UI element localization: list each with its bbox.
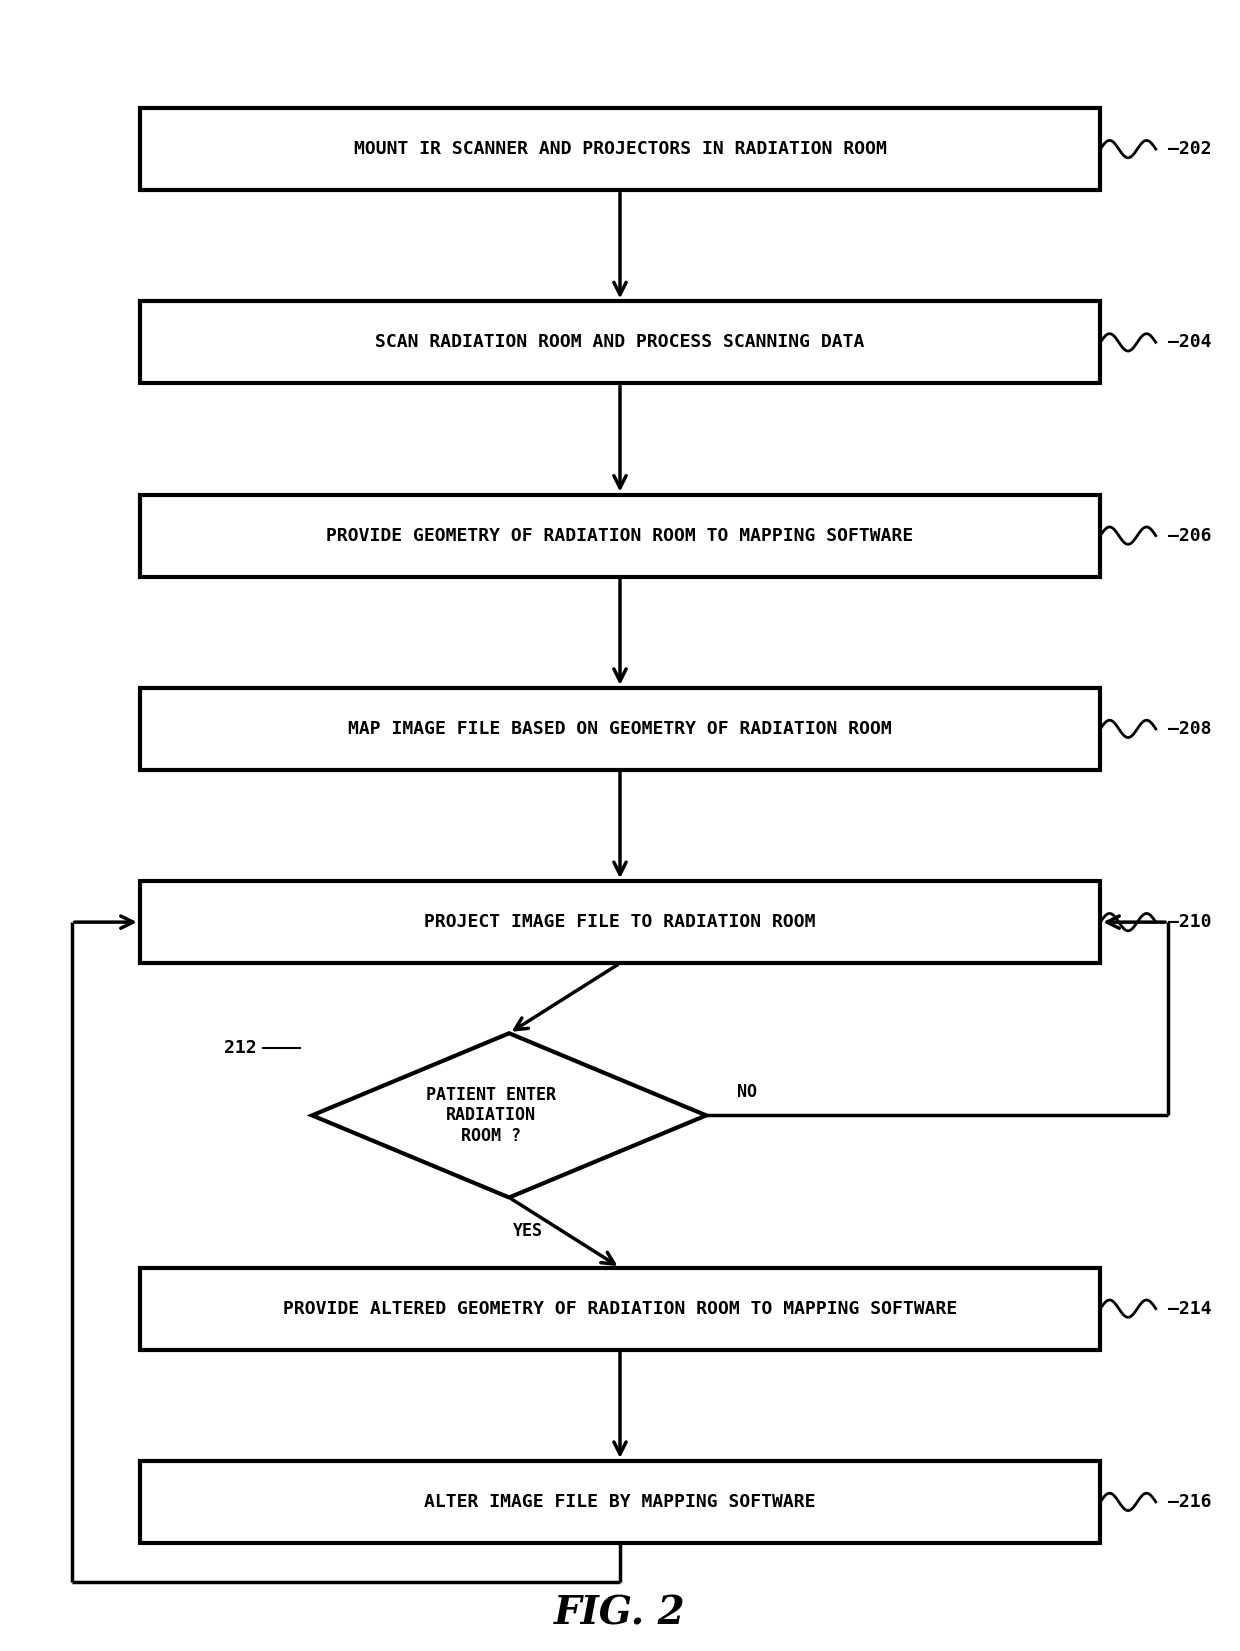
Text: PATIENT ENTER
RADIATION
ROOM ?: PATIENT ENTER RADIATION ROOM ? bbox=[425, 1086, 556, 1146]
Text: NO: NO bbox=[737, 1083, 756, 1101]
Text: PROVIDE ALTERED GEOMETRY OF RADIATION ROOM TO MAPPING SOFTWARE: PROVIDE ALTERED GEOMETRY OF RADIATION RO… bbox=[283, 1299, 957, 1317]
Bar bbox=[140, 300, 1100, 383]
Bar bbox=[140, 1268, 1100, 1351]
Polygon shape bbox=[312, 1034, 707, 1197]
Bar bbox=[140, 107, 1100, 190]
Text: PROJECT IMAGE FILE TO RADIATION ROOM: PROJECT IMAGE FILE TO RADIATION ROOM bbox=[424, 913, 816, 931]
Bar bbox=[140, 495, 1100, 576]
Text: —202: —202 bbox=[1168, 140, 1211, 158]
Text: MAP IMAGE FILE BASED ON GEOMETRY OF RADIATION ROOM: MAP IMAGE FILE BASED ON GEOMETRY OF RADI… bbox=[348, 720, 892, 738]
Text: PROVIDE GEOMETRY OF RADIATION ROOM TO MAPPING SOFTWARE: PROVIDE GEOMETRY OF RADIATION ROOM TO MA… bbox=[326, 527, 914, 545]
Text: FIG. 2: FIG. 2 bbox=[554, 1593, 686, 1633]
Text: —204: —204 bbox=[1168, 334, 1211, 352]
Text: YES: YES bbox=[512, 1222, 543, 1240]
Text: —208: —208 bbox=[1168, 720, 1211, 738]
Text: 212: 212 bbox=[224, 1038, 257, 1057]
Text: ALTER IMAGE FILE BY MAPPING SOFTWARE: ALTER IMAGE FILE BY MAPPING SOFTWARE bbox=[424, 1493, 816, 1511]
Text: —216: —216 bbox=[1168, 1493, 1211, 1511]
Text: —214: —214 bbox=[1168, 1299, 1211, 1317]
Text: SCAN RADIATION ROOM AND PROCESS SCANNING DATA: SCAN RADIATION ROOM AND PROCESS SCANNING… bbox=[376, 334, 864, 352]
Bar bbox=[140, 1461, 1100, 1544]
Bar bbox=[140, 688, 1100, 769]
Text: —206: —206 bbox=[1168, 527, 1211, 545]
Text: —210: —210 bbox=[1168, 913, 1211, 931]
Text: MOUNT IR SCANNER AND PROJECTORS IN RADIATION ROOM: MOUNT IR SCANNER AND PROJECTORS IN RADIA… bbox=[353, 140, 887, 158]
Bar bbox=[140, 882, 1100, 963]
